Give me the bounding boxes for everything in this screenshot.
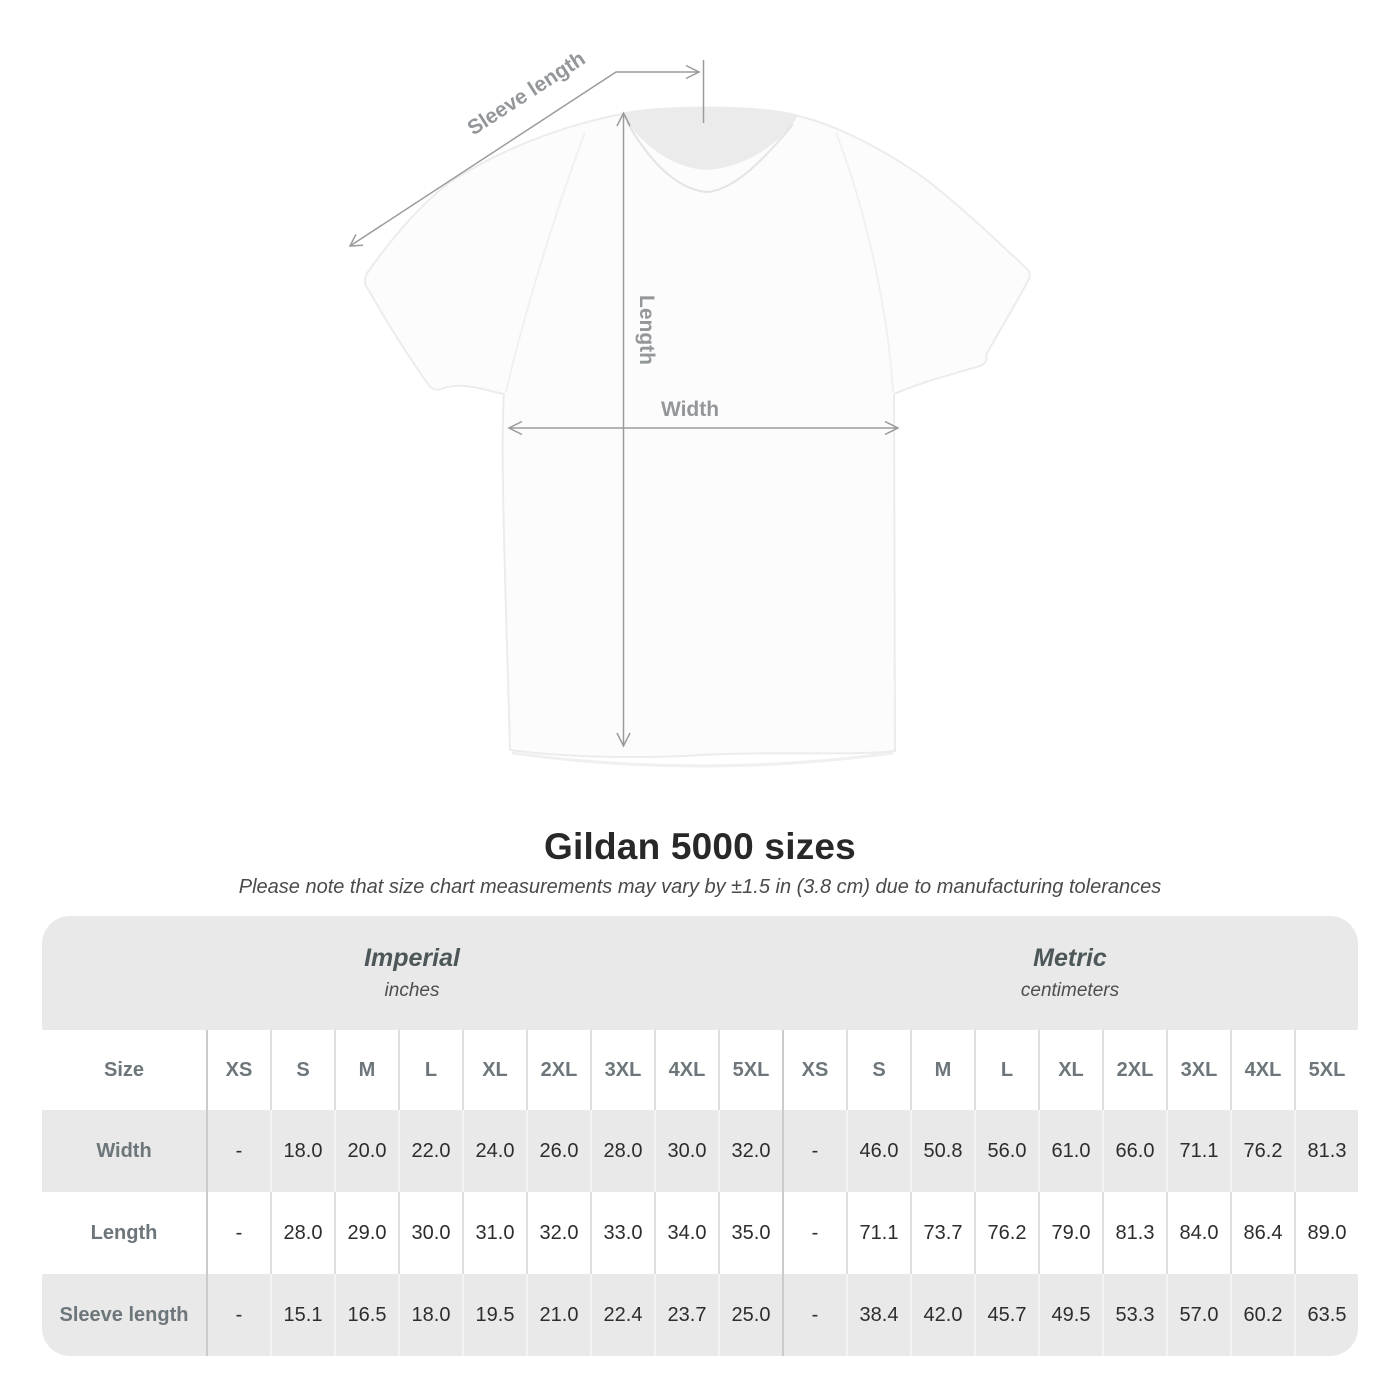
table-cell: 79.0 — [1038, 1192, 1102, 1274]
table-cell: 26.0 — [526, 1110, 590, 1192]
table-cell: 56.0 — [974, 1110, 1038, 1192]
imperial-unit: inches — [384, 980, 440, 1001]
table-cell: 32.0 — [526, 1192, 590, 1274]
measurement-annotations — [348, 60, 900, 748]
table-cell: 81.3 — [1102, 1192, 1166, 1274]
tshirt-image — [364, 106, 1031, 768]
metric-unit: centimeters — [1020, 980, 1120, 1001]
table-cell: 46.0 — [846, 1110, 910, 1192]
size-col-header: 2XL — [526, 1030, 590, 1110]
table-cell: 81.3 — [1294, 1110, 1358, 1192]
table-cell: 23.7 — [654, 1274, 718, 1356]
units-header-band: Imperial inches Metric centimeters — [42, 916, 1358, 1030]
size-col-header: L — [398, 1030, 462, 1110]
table-row-sleeve-length: Sleeve length - 15.1 16.5 18.0 19.5 21.0… — [42, 1274, 1358, 1356]
table-cell: 21.0 — [526, 1274, 590, 1356]
table-cell: 18.0 — [270, 1110, 334, 1192]
size-col-header: 5XL — [1294, 1030, 1358, 1110]
table-cell: 25.0 — [718, 1274, 782, 1356]
table-cell: 76.2 — [1230, 1110, 1294, 1192]
table-cell: 20.0 — [334, 1110, 398, 1192]
row-label: Sleeve length — [59, 1303, 189, 1326]
size-col-header: XL — [462, 1030, 526, 1110]
size-col-header: M — [334, 1030, 398, 1110]
table-row-length: Length - 28.0 29.0 30.0 31.0 32.0 33.0 3… — [42, 1192, 1358, 1274]
table-cell: 60.2 — [1230, 1274, 1294, 1356]
table-cell: 71.1 — [846, 1192, 910, 1274]
length-arrow — [616, 111, 631, 748]
size-col-header: M — [910, 1030, 974, 1110]
table-cell: 38.4 — [846, 1274, 910, 1356]
table-cell: 49.5 — [1038, 1274, 1102, 1356]
sleeve-length-arrow — [348, 60, 705, 247]
table-cell: 22.4 — [590, 1274, 654, 1356]
metric-section-header: Metric centimeters — [782, 916, 1358, 1030]
table-cell: 42.0 — [910, 1274, 974, 1356]
table-cell: 19.5 — [462, 1274, 526, 1356]
size-col-header: 4XL — [1230, 1030, 1294, 1110]
table-cell: - — [206, 1110, 270, 1192]
table-cell: 86.4 — [1230, 1192, 1294, 1274]
length-label: Length — [635, 295, 658, 365]
table-cell: 28.0 — [590, 1110, 654, 1192]
table-cell: 28.0 — [270, 1192, 334, 1274]
size-corner-label: Size — [103, 1058, 145, 1081]
width-arrow — [507, 420, 900, 436]
table-cell: 66.0 — [1102, 1110, 1166, 1192]
table-cell: 61.0 — [1038, 1110, 1102, 1192]
table-cell: 45.7 — [974, 1274, 1038, 1356]
width-label: Width — [661, 398, 719, 421]
table-cell: 53.3 — [1102, 1274, 1166, 1356]
table-cell: 16.5 — [334, 1274, 398, 1356]
table-cell: 24.0 — [462, 1110, 526, 1192]
table-cell: 29.0 — [334, 1192, 398, 1274]
table-cell: 30.0 — [398, 1192, 462, 1274]
table-cell: - — [206, 1274, 270, 1356]
size-col-header: 5XL — [718, 1030, 782, 1110]
size-col-header: 4XL — [654, 1030, 718, 1110]
size-col-header: 2XL — [1102, 1030, 1166, 1110]
page-title: Gildan 5000 sizes — [544, 826, 856, 867]
table-cell: 63.5 — [1294, 1274, 1358, 1356]
row-label: Width — [96, 1139, 152, 1162]
table-cell: 89.0 — [1294, 1192, 1358, 1274]
imperial-section-header: Imperial inches — [42, 916, 782, 1030]
table-cell: 31.0 — [462, 1192, 526, 1274]
metric-label: Metric — [1033, 944, 1107, 972]
size-col-header: XS — [782, 1030, 846, 1110]
table-cell: - — [782, 1192, 846, 1274]
table-cell: 73.7 — [910, 1192, 974, 1274]
table-cell: - — [782, 1110, 846, 1192]
table-cell: 15.1 — [270, 1274, 334, 1356]
page-subtitle: Please note that size chart measurements… — [238, 876, 1162, 898]
table-cell: - — [782, 1274, 846, 1356]
row-label: Length — [90, 1221, 158, 1244]
table-cell: 32.0 — [718, 1110, 782, 1192]
size-col-header: 3XL — [1166, 1030, 1230, 1110]
table-cell: 33.0 — [590, 1192, 654, 1274]
table-cell: 50.8 — [910, 1110, 974, 1192]
size-header-row: Size XS S M L XL 2XL 3XL 4XL 5XL XS S M … — [42, 1030, 1358, 1110]
table-cell: 30.0 — [654, 1110, 718, 1192]
size-col-header: XS — [206, 1030, 270, 1110]
table-row-width: Width - 18.0 20.0 22.0 24.0 26.0 28.0 30… — [42, 1110, 1358, 1192]
size-col-header: S — [846, 1030, 910, 1110]
size-col-header: XL — [1038, 1030, 1102, 1110]
imperial-label: Imperial — [364, 944, 460, 972]
table-cell: 34.0 — [654, 1192, 718, 1274]
size-col-header: L — [974, 1030, 1038, 1110]
size-chart-table: Imperial inches Metric centimeters Size … — [42, 916, 1358, 1356]
table-cell: 84.0 — [1166, 1192, 1230, 1274]
table-cell: 18.0 — [398, 1274, 462, 1356]
table-cell: - — [206, 1192, 270, 1274]
table-cell: 76.2 — [974, 1192, 1038, 1274]
size-col-header: 3XL — [590, 1030, 654, 1110]
table-cell: 35.0 — [718, 1192, 782, 1274]
table-cell: 57.0 — [1166, 1274, 1230, 1356]
table-cell: 22.0 — [398, 1110, 462, 1192]
table-cell: 71.1 — [1166, 1110, 1230, 1192]
tshirt-measurement-diagram: Sleeve length Length Width — [348, 47, 1031, 768]
size-col-header: S — [270, 1030, 334, 1110]
